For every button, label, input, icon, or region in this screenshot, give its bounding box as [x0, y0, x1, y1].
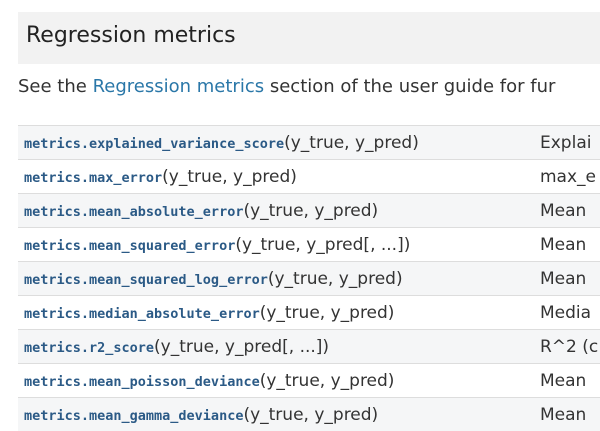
table-row: metrics.r2_score(y_true, y_pred[, ...])R… [18, 330, 600, 364]
signature-cell: metrics.mean_absolute_error(y_true, y_pr… [18, 194, 534, 228]
function-link[interactable]: metrics.mean_poisson_deviance [24, 374, 260, 390]
function-args: (y_true, y_pred) [243, 405, 378, 425]
function-args: (y_true, y_pred) [243, 201, 378, 221]
function-link[interactable]: metrics.mean_gamma_deviance [24, 408, 243, 424]
description-cell: Mean [534, 194, 600, 228]
function-link[interactable]: metrics.max_error [24, 170, 162, 186]
metrics-table: metrics.explained_variance_score(y_true,… [18, 125, 600, 431]
function-args: (y_true, y_pred) [284, 133, 419, 153]
table-row: metrics.mean_absolute_error(y_true, y_pr… [18, 194, 600, 228]
signature-cell: metrics.mean_gamma_deviance(y_true, y_pr… [18, 398, 534, 431]
description-cell: Mean [534, 262, 600, 296]
description-cell: max_e [534, 160, 600, 194]
description-cell: R^2 (c [534, 330, 600, 364]
description-cell: Explai [534, 126, 600, 160]
table-row: metrics.median_absolute_error(y_true, y_… [18, 296, 600, 330]
section-header: Regression metrics [18, 12, 600, 64]
table-row: metrics.mean_squared_error(y_true, y_pre… [18, 228, 600, 262]
intro-after: section of the user guide for fur [270, 76, 556, 97]
table-row: metrics.explained_variance_score(y_true,… [18, 126, 600, 160]
table-row: metrics.mean_gamma_deviance(y_true, y_pr… [18, 398, 600, 431]
description-cell: Mean [534, 364, 600, 398]
function-args: (y_true, y_pred) [260, 303, 395, 323]
description-cell: Mean [534, 398, 600, 431]
function-link[interactable]: metrics.median_absolute_error [24, 306, 260, 322]
section-title: Regression metrics [26, 23, 236, 48]
function-args: (y_true, y_pred) [260, 371, 395, 391]
signature-cell: metrics.explained_variance_score(y_true,… [18, 126, 534, 160]
signature-cell: metrics.max_error(y_true, y_pred) [18, 160, 534, 194]
signature-cell: metrics.r2_score(y_true, y_pred[, ...]) [18, 330, 534, 364]
guide-link[interactable]: Regression metrics [93, 76, 265, 97]
table-row: metrics.mean_squared_log_error(y_true, y… [18, 262, 600, 296]
function-link[interactable]: metrics.mean_squared_error [24, 238, 235, 254]
description-cell: Media [534, 296, 600, 330]
function-args: (y_true, y_pred) [162, 167, 297, 187]
table-row: metrics.max_error(y_true, y_pred)max_e [18, 160, 600, 194]
signature-cell: metrics.median_absolute_error(y_true, y_… [18, 296, 534, 330]
page: Regression metrics See the Regression me… [0, 0, 600, 414]
function-link[interactable]: metrics.explained_variance_score [24, 136, 284, 152]
function-args: (y_true, y_pred[, ...]) [235, 235, 410, 255]
function-link[interactable]: metrics.mean_squared_log_error [24, 272, 268, 288]
function-args: (y_true, y_pred) [268, 269, 403, 289]
signature-cell: metrics.mean_poisson_deviance(y_true, y_… [18, 364, 534, 398]
signature-cell: metrics.mean_squared_log_error(y_true, y… [18, 262, 534, 296]
signature-cell: metrics.mean_squared_error(y_true, y_pre… [18, 228, 534, 262]
function-args: (y_true, y_pred[, ...]) [154, 337, 329, 357]
intro-before: See the [18, 76, 87, 97]
intro-text: See the Regression metrics section of th… [18, 76, 555, 97]
table-row: metrics.mean_poisson_deviance(y_true, y_… [18, 364, 600, 398]
function-link[interactable]: metrics.r2_score [24, 340, 154, 356]
description-cell: Mean [534, 228, 600, 262]
function-link[interactable]: metrics.mean_absolute_error [24, 204, 243, 220]
